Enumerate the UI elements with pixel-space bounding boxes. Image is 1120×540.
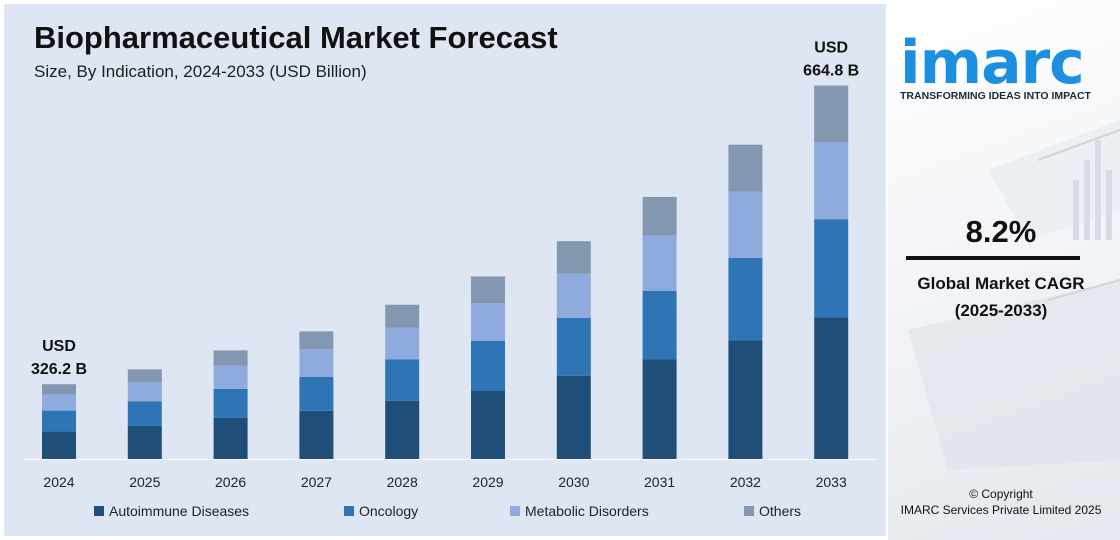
bar-metabolic-disorders-2030 [556,273,591,318]
bar-others-2030 [556,241,591,274]
legend-label: Others [759,503,802,519]
bar-metabolic-disorders-2033 [814,142,849,220]
copyright-line1: © Copyright [969,487,1033,501]
bar-oncology-2031 [642,290,677,360]
chart-title: Biopharmaceutical Market Forecast [34,20,558,55]
bar-others-2026 [213,350,248,366]
bar-metabolic-disorders-2031 [642,235,677,291]
logo-wordmark: imarc [900,28,1085,98]
bar-others-2032 [728,144,763,192]
legend-swatch [744,506,754,516]
legend-swatch [510,506,520,516]
x-tick-label-2024: 2024 [43,474,74,490]
x-tick-label-2026: 2026 [215,474,246,490]
bar-metabolic-disorders-2027 [299,349,334,377]
x-tick-label-2031: 2031 [644,474,675,490]
legend: Autoimmune Diseases Oncology Metabolic Dis… [94,503,854,525]
bar-autoimmune-diseases-2024 [42,431,76,459]
imarc-logo: imarc TRANSFORMING IDEAS INTO IMPACT [900,10,1115,110]
bar-oncology-2033 [814,219,849,318]
bar-autoimmune-diseases-2029 [471,390,505,459]
bar-metabolic-disorders-2032 [728,191,763,258]
bar-autoimmune-diseases-2027 [299,410,334,459]
bar-others-2027 [299,331,334,350]
x-tick-label-2030: 2030 [558,474,589,490]
logo-tagline: TRANSFORMING IDEAS INTO IMPACT [900,90,1091,102]
legend-swatch [344,506,354,516]
bar-oncology-2028 [385,359,420,401]
bar-others-2025 [127,369,162,382]
bar-oncology-2030 [556,317,591,376]
bar-autoimmune-diseases-2026 [213,417,248,459]
bar-oncology-2032 [728,257,763,341]
copyright-line2: IMARC Services Private Limited 2025 [900,503,1102,517]
cagr-divider [906,256,1080,260]
bar-metabolic-disorders-2026 [213,365,248,389]
x-tick-label-2033: 2033 [816,474,847,490]
data-label-2033: USD 664.8 B [803,40,859,80]
side-panel: imarc TRANSFORMING IDEAS INTO IMPACT 8.2… [888,0,1120,540]
legend-label: Oncology [359,503,419,519]
legend-item-metabolic-disorders: Metabolic Disorders [510,503,649,519]
bar-metabolic-disorders-2025 [127,382,162,402]
legend-item-others: Others [744,503,801,519]
bar-oncology-2025 [127,401,162,426]
bar-autoimmune-diseases-2028 [385,400,420,459]
bar-others-2033 [814,85,849,143]
bar-metabolic-disorders-2029 [471,303,505,341]
stacked-bar-plot: 2024 2025 2026 2027 2028 2029 2030 2031 2032 2033… [24,40,876,490]
cagr-label-line1: Global Market CAGR [917,274,1085,293]
bar-autoimmune-diseases-2025 [127,425,162,459]
x-tick-label-2029: 2029 [472,474,503,490]
legend-item-autoimmune-diseases: Autoimmune Diseases [94,503,249,519]
cagr-label: Global Market CAGR (2025-2033) [888,270,1114,324]
bar-autoimmune-diseases-2033 [814,317,849,459]
cagr-label-line2: (2025-2033) [954,301,1048,320]
bar-metabolic-disorders-2028 [385,327,420,360]
decorative-background [908,120,1120,470]
bar-others-2024 [42,384,76,395]
bar-autoimmune-diseases-2030 [556,375,591,459]
bar-oncology-2024 [42,410,76,432]
x-tick-label-2032: 2032 [730,474,761,490]
legend-item-oncology: Oncology [344,503,418,519]
legend-swatch [94,506,104,516]
x-tick-label-2027: 2027 [301,474,332,490]
bar-autoimmune-diseases-2031 [642,359,677,459]
chart-subtitle: Size, By Indication, 2024-2033 (USD Bill… [34,62,367,81]
legend-label: Metabolic Disorders [525,503,649,519]
legend-label: Autoimmune Diseases [109,503,250,519]
bar-oncology-2026 [213,388,248,418]
bar-others-2028 [385,304,420,328]
bar-others-2029 [471,276,505,304]
bar-others-2031 [642,196,677,236]
bar-oncology-2029 [471,340,505,391]
bar-metabolic-disorders-2024 [42,394,76,411]
bar-autoimmune-diseases-2032 [728,340,763,459]
data-label-2024: USD 326.2 B [31,338,87,378]
cagr-value: 8.2% [965,214,1037,249]
x-tick-label-2028: 2028 [387,474,418,490]
x-tick-label-2025: 2025 [129,474,160,490]
bar-oncology-2027 [299,376,334,411]
chart-panel: Biopharmaceutical Market Forecast Size, … [4,4,886,536]
copyright: © Copyright IMARC Services Private Limit… [888,486,1114,518]
